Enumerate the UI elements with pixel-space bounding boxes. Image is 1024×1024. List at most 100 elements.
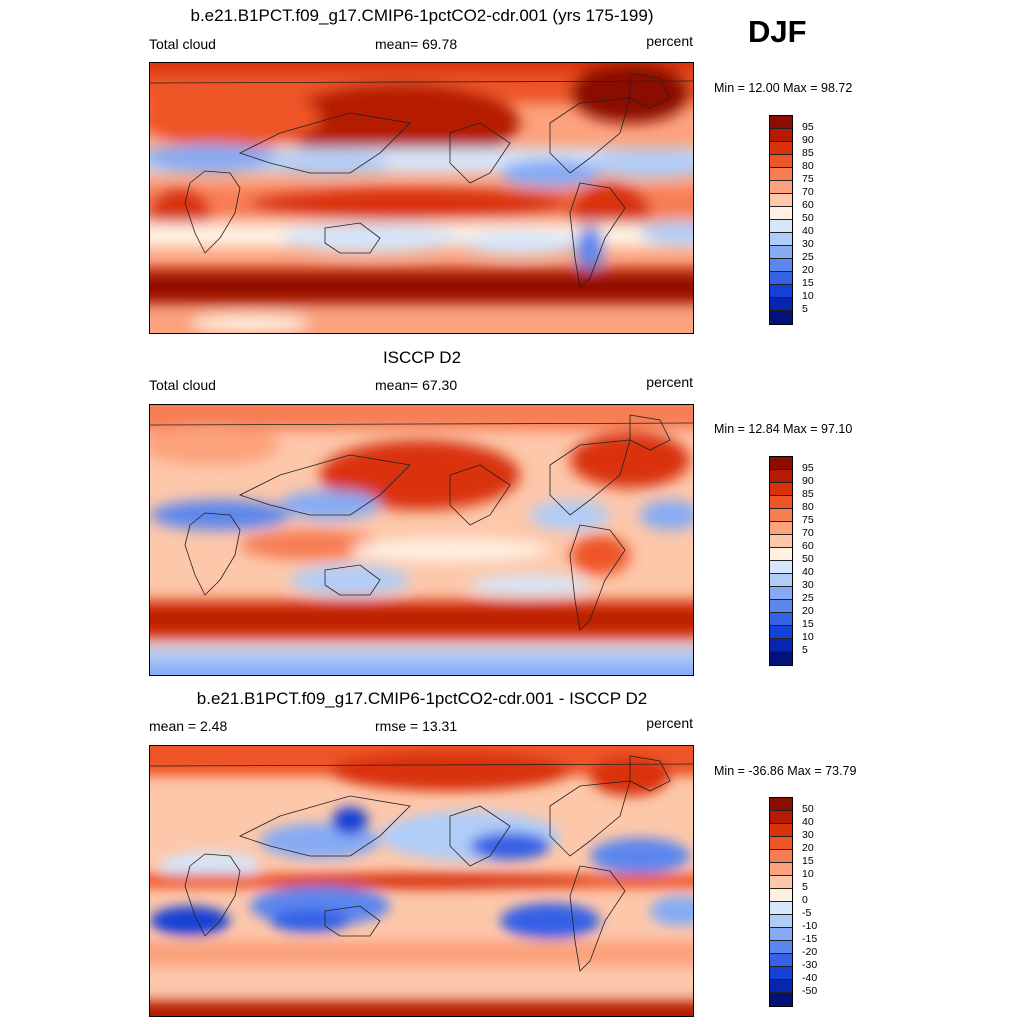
colorbar-tick-label: 50 (802, 803, 814, 815)
panel-3-colorbar-swatch (770, 928, 792, 941)
panel-3-map (149, 745, 694, 1017)
panel-2-colorbar-swatch (770, 509, 792, 522)
panel-2-colorbar (769, 456, 793, 666)
colorbar-tick-label: 95 (802, 462, 814, 474)
colorbar-tick-label: 60 (802, 199, 814, 211)
panel-2-colorbar-swatch (770, 600, 792, 613)
panel-1-colorbar-swatch (770, 129, 792, 142)
panel-3-colorbar-swatch (770, 811, 792, 824)
colorbar-tick-label: -20 (802, 946, 818, 958)
panel-1-colorbar-swatch (770, 259, 792, 272)
colorbar-tick-label: 40 (802, 566, 814, 578)
panel-2-colorbar-swatch (770, 574, 792, 587)
panel-3-rmse-label: rmse = 13.31 (375, 718, 458, 734)
panel-2-units-label: percent (646, 374, 693, 390)
panel-3-mean-label: mean = 2.48 (149, 718, 228, 734)
panel-1-colorbar-swatch (770, 272, 792, 285)
panel-2-colorbar-swatch (770, 613, 792, 626)
colorbar-tick-label: 5 (802, 303, 808, 315)
panel-1-colorbar-swatch (770, 194, 792, 207)
panel-2-colorbar-swatch (770, 652, 792, 665)
panel-3-colorbar-swatch (770, 863, 792, 876)
panel-1-colorbar-swatch (770, 220, 792, 233)
panel-1-colorbar-swatch (770, 168, 792, 181)
panel-1-colorbar-swatch (770, 142, 792, 155)
colorbar-tick-label: 95 (802, 121, 814, 133)
colorbar-tick-label: 30 (802, 238, 814, 250)
colorbar-tick-label: 0 (802, 894, 808, 906)
panel-3-colorbar-swatch (770, 915, 792, 928)
panel-2-colorbar-swatch (770, 626, 792, 639)
colorbar-tick-label: 75 (802, 514, 814, 526)
colorbar-tick-label: 60 (802, 540, 814, 552)
panel-3-colorbar-swatch (770, 954, 792, 967)
panel-2-colorbar-swatch (770, 483, 792, 496)
panel-2-mean-label: mean= 67.30 (375, 377, 458, 393)
season-label: DJF (748, 14, 807, 49)
colorbar-tick-label: 10 (802, 290, 814, 302)
panel-3-colorbar-swatch (770, 941, 792, 954)
panel-3-minmax: Min = -36.86 Max = 73.79 (714, 764, 857, 778)
colorbar-tick-label: 70 (802, 186, 814, 198)
colorbar-tick-label: -15 (802, 933, 818, 945)
colorbar-tick-label: 90 (802, 134, 814, 146)
colorbar-tick-label: -5 (802, 907, 812, 919)
panel-1-colorbar-swatch (770, 207, 792, 220)
colorbar-tick-label: 30 (802, 579, 814, 591)
panel-1-minmax: Min = 12.00 Max = 98.72 (714, 81, 853, 95)
colorbar-tick-label: 15 (802, 277, 814, 289)
panel-2-title: ISCCP D2 (382, 348, 462, 367)
panel-1-map (149, 62, 694, 334)
colorbar-tick-label: 80 (802, 160, 814, 172)
panel-1-colorbar-swatch (770, 246, 792, 259)
panel-3-title: b.e21.B1PCT.f09_g17.CMIP6-1pctCO2-cdr.00… (196, 689, 648, 708)
panel-1-colorbar-swatch (770, 233, 792, 246)
panel-3-colorbar-swatch (770, 876, 792, 889)
colorbar-tick-label: -40 (802, 972, 818, 984)
panel-1-colorbar-swatch (770, 155, 792, 168)
colorbar-tick-label: -30 (802, 959, 818, 971)
panel-2-map (149, 404, 694, 676)
colorbar-tick-label: 85 (802, 488, 814, 500)
panel-1-colorbar (769, 115, 793, 325)
panel-3-colorbar-swatch (770, 798, 792, 811)
colorbar-tick-label: 5 (802, 881, 808, 893)
panel-1-colorbar-swatch (770, 298, 792, 311)
panel-3-units-label: percent (646, 715, 693, 731)
panel-3-colorbar-swatch (770, 993, 792, 1006)
panel-1-units-label: percent (646, 33, 693, 49)
panel-2-colorbar-swatch (770, 548, 792, 561)
colorbar-tick-label: 30 (802, 829, 814, 841)
colorbar-tick-label: 75 (802, 173, 814, 185)
colorbar-tick-label: 40 (802, 816, 814, 828)
panel-3-colorbar-swatch (770, 980, 792, 993)
colorbar-tick-label: 40 (802, 225, 814, 237)
colorbar-tick-label: 85 (802, 147, 814, 159)
colorbar-tick-label: 25 (802, 592, 814, 604)
panel-1-colorbar-swatch (770, 311, 792, 324)
colorbar-tick-label: 5 (802, 644, 808, 656)
panel-2-colorbar-swatch (770, 639, 792, 652)
colorbar-tick-label: 80 (802, 501, 814, 513)
panel-3-colorbar-swatch (770, 889, 792, 902)
panel-1-colorbar-swatch (770, 285, 792, 298)
panel-3-colorbar-swatch (770, 824, 792, 837)
panel-3-colorbar (769, 797, 793, 1007)
colorbar-tick-label: 15 (802, 618, 814, 630)
panel-3-colorbar-swatch (770, 850, 792, 863)
panel-2-colorbar-swatch (770, 561, 792, 574)
panel-2-colorbar-swatch (770, 587, 792, 600)
panel-1-colorbar-swatch (770, 116, 792, 129)
colorbar-tick-label: 10 (802, 868, 814, 880)
panel-1-title: b.e21.B1PCT.f09_g17.CMIP6-1pctCO2-cdr.00… (190, 6, 654, 25)
panel-1-mean-label: mean= 69.78 (375, 36, 458, 52)
colorbar-tick-label: 20 (802, 605, 814, 617)
panel-3-colorbar-swatch (770, 967, 792, 980)
colorbar-tick-label: 25 (802, 251, 814, 263)
colorbar-tick-label: 50 (802, 553, 814, 565)
panel-2-minmax: Min = 12.84 Max = 97.10 (714, 422, 853, 436)
colorbar-tick-label: -50 (802, 985, 818, 997)
colorbar-tick-label: 10 (802, 631, 814, 643)
panel-2-colorbar-swatch (770, 522, 792, 535)
colorbar-tick-label: 15 (802, 855, 814, 867)
